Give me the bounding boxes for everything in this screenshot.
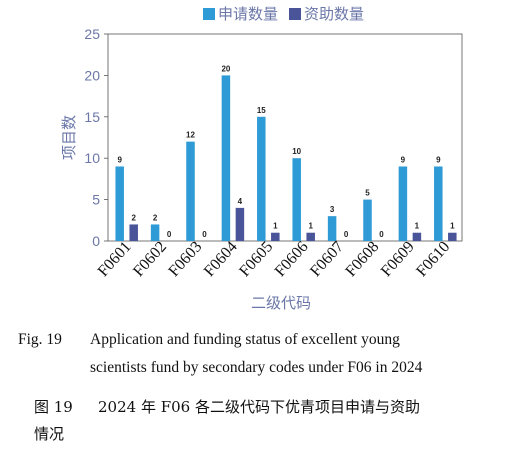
data-label-application: 9: [117, 155, 122, 164]
x-tick-label: F0609: [378, 238, 418, 280]
data-label-application: 3: [330, 205, 335, 214]
x-tick-label: F0606: [272, 238, 312, 280]
x-tick-label: F0610: [413, 238, 453, 280]
legend-swatch-application: [203, 8, 215, 20]
data-label-funding: 2: [131, 213, 136, 222]
y-tick-label: 0: [92, 233, 100, 249]
data-label-funding: 0: [344, 230, 349, 239]
caption-zh-line1: 2024 年 F06 各二级代码下优青项目申请与资助: [98, 398, 420, 416]
caption-zh-line2: 情况: [34, 425, 65, 443]
y-tick-label: 15: [84, 109, 100, 125]
plot-frame: [107, 33, 463, 242]
caption-en-line2: scientists fund by secondary codes under…: [90, 359, 423, 376]
y-tick-label: 5: [92, 192, 100, 208]
x-tick-label: F0603: [165, 238, 205, 280]
bar-application-F0609: [398, 166, 408, 241]
bar-application-F0605: [257, 116, 266, 241]
data-label-application: 9: [436, 155, 441, 164]
x-axis-label: 二级代码: [251, 294, 311, 312]
legend-swatch-funding: [289, 8, 301, 20]
x-tick-label: F0601: [95, 238, 135, 280]
legend-label-application: 申请数量: [218, 5, 278, 23]
legend-label-funding: 资助数量: [304, 5, 364, 23]
bar-funding-F0606: [306, 232, 315, 241]
data-label-application: 2: [153, 213, 158, 222]
y-tick-label: 25: [84, 26, 100, 42]
bar-application-F0603: [186, 141, 195, 241]
data-label-application: 12: [186, 131, 195, 140]
bar-application-F0601: [115, 166, 124, 241]
y-tick-label: 20: [84, 67, 100, 83]
bar-funding-F0610: [448, 232, 457, 241]
x-tick-label: F0607: [307, 238, 347, 280]
bar-funding-F0605: [271, 232, 280, 241]
y-axis-label: 项目数: [60, 115, 78, 160]
bar-application-F0604: [221, 75, 231, 242]
data-label-funding: 0: [379, 230, 384, 239]
bar-funding-F0601: [129, 224, 138, 241]
bar-application-F0607: [327, 216, 337, 241]
data-label-funding: 1: [308, 222, 313, 231]
data-label-funding: 1: [273, 222, 278, 231]
y-tick-label: 10: [84, 150, 100, 166]
figure-caption-zh: 图 19 2024 年 F06 各二级代码下优青项目申请与资助 情况: [34, 394, 510, 448]
data-label-application: 15: [257, 106, 266, 115]
bar-application-F0610: [434, 166, 443, 241]
caption-en-line1: Application and funding status of excell…: [90, 331, 400, 348]
figure-label-zh: 图 19: [34, 398, 73, 416]
x-tick-label: F0608: [342, 238, 382, 280]
figure-label-en: Fig. 19: [18, 331, 62, 348]
data-label-application: 9: [401, 155, 406, 164]
x-tick-label: F0605: [236, 238, 276, 280]
data-label-funding: 0: [202, 230, 207, 239]
x-tick-label: F0604: [201, 238, 241, 280]
x-tick-label: F0602: [130, 238, 170, 280]
bar-application-F0602: [150, 224, 160, 241]
data-label-application: 10: [292, 147, 301, 156]
bar-funding-F0609: [412, 232, 422, 241]
data-label-funding: 1: [450, 222, 455, 231]
data-label-application: 20: [221, 64, 230, 73]
data-label-application: 5: [365, 189, 370, 198]
figure-caption-en: Fig. 19 Application and funding status of…: [18, 326, 510, 382]
data-label-funding: 1: [415, 222, 420, 231]
bar-application-F0606: [292, 158, 301, 241]
data-label-funding: 0: [167, 230, 172, 239]
bar-application-F0608: [363, 199, 372, 241]
bar-funding-F0604: [235, 207, 245, 241]
data-label-funding: 4: [238, 197, 243, 206]
